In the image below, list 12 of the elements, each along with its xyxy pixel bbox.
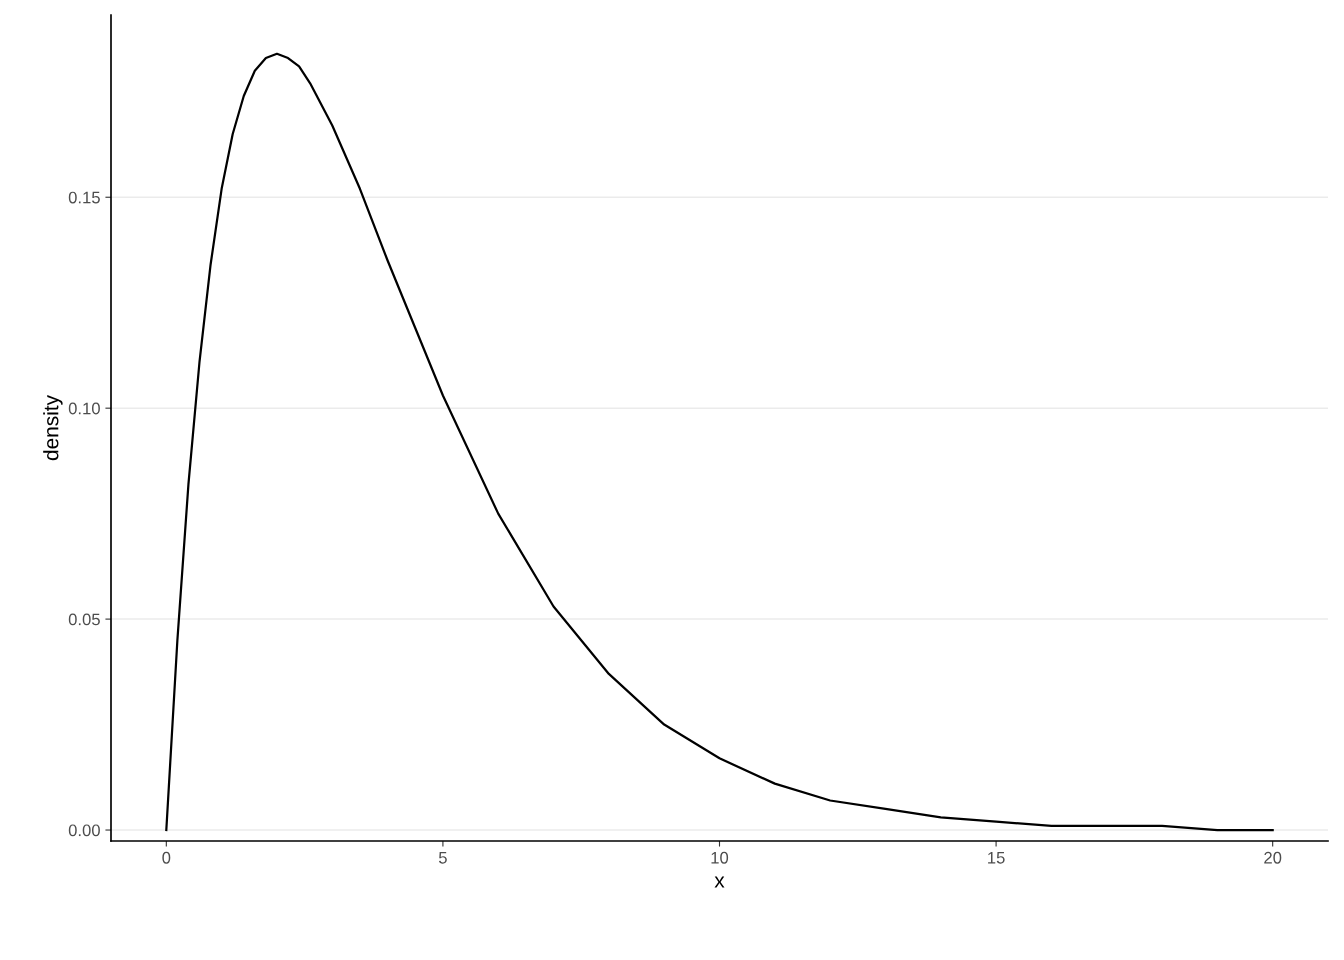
x-tick-label: 0: [162, 851, 171, 864]
line-series: [165, 52, 1274, 832]
y-tick-label: 0.15: [68, 191, 100, 204]
x-tick-label: 10: [711, 851, 729, 864]
x-axis-title: x: [714, 876, 725, 888]
y-tick-label: 0.00: [68, 824, 100, 837]
x-tick-label: 20: [1264, 851, 1282, 864]
y-tick-label: 0.10: [68, 402, 100, 415]
y-axis-title: density: [43, 395, 63, 461]
y-tick-label: 0.05: [68, 613, 100, 626]
x-tick-label: 15: [988, 852, 1005, 864]
x-tick-label: 5: [438, 852, 447, 864]
